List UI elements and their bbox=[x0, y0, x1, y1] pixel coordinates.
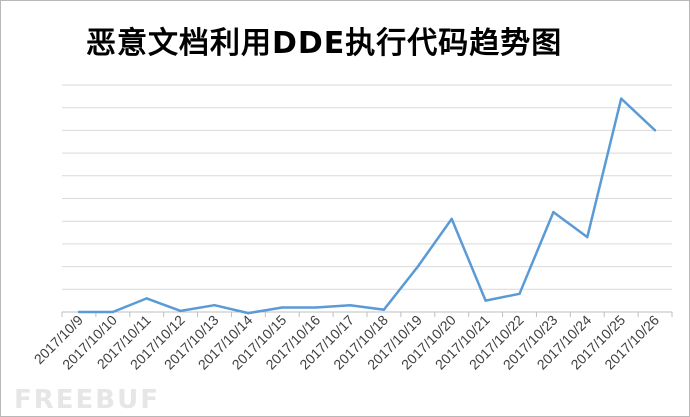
data-point bbox=[179, 309, 182, 313]
data-point bbox=[382, 308, 386, 311]
data-point bbox=[314, 306, 318, 309]
data-point bbox=[552, 210, 555, 214]
data-point bbox=[348, 303, 352, 307]
series-line bbox=[78, 97, 656, 315]
data-point bbox=[619, 97, 623, 100]
data-point bbox=[145, 297, 148, 300]
data-point bbox=[586, 235, 589, 239]
watermark-logo: FREEBUF bbox=[14, 385, 160, 415]
data-point bbox=[77, 310, 81, 314]
data-point bbox=[281, 306, 284, 309]
chart-title: 恶意文档利用DDE执行代码趋势图 bbox=[86, 26, 563, 61]
data-point bbox=[111, 310, 115, 314]
gridlines bbox=[62, 84, 672, 290]
x-tick-labels: 2017/10/92017/10/102017/10/112017/10/122… bbox=[31, 312, 663, 373]
data-point bbox=[450, 217, 453, 221]
x-axis bbox=[61, 311, 673, 317]
data-point bbox=[484, 299, 487, 302]
data-point bbox=[247, 311, 250, 315]
data-point bbox=[213, 303, 216, 307]
data-point bbox=[416, 265, 420, 268]
data-point bbox=[653, 129, 657, 132]
data-point bbox=[518, 292, 521, 296]
watermark-text: FREEBUF bbox=[14, 385, 160, 415]
series-layer bbox=[77, 97, 657, 315]
